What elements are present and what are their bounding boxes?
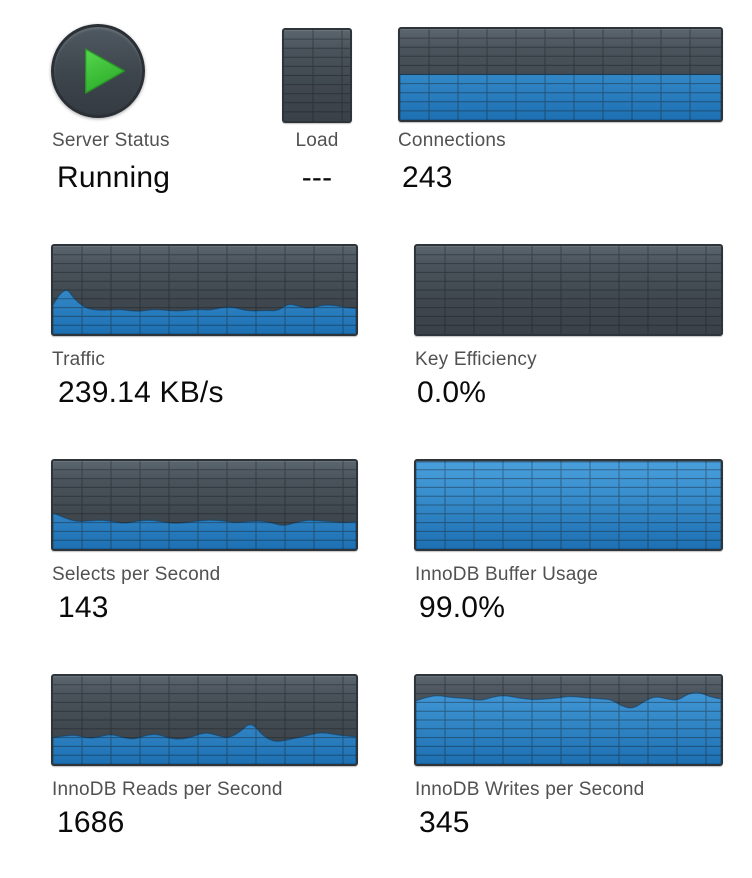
load-value: --- [301,161,333,194]
server-status-label: Server Status [52,130,170,151]
server-status-value: Running [57,161,171,194]
innodb-writes-value: 345 [419,806,470,839]
selects-per-second-chart [51,459,358,551]
play-icon [85,48,126,94]
connections-value: 243 [402,161,453,194]
innodb-reads-chart [51,674,358,766]
key-efficiency-label: Key Efficiency [415,349,537,370]
innodb-buffer-usage-label: InnoDB Buffer Usage [415,564,599,585]
traffic-value: 239.14 KB/s [58,376,224,409]
selects-per-second-label: Selects per Second [52,564,221,585]
innodb-writes-label: InnoDB Writes per Second [415,779,645,800]
load-label: Load [295,130,339,151]
key-efficiency-chart [414,244,723,336]
connections-chart [398,27,723,122]
key-efficiency-value: 0.0% [417,376,487,409]
innodb-writes-chart [414,674,723,766]
innodb-buffer-usage-chart [414,459,723,551]
innodb-buffer-usage-value: 99.0% [419,591,506,624]
connections-label: Connections [398,130,506,151]
innodb-reads-label: InnoDB Reads per Second [52,779,283,800]
server-status-icon [51,24,145,118]
load-gauge [282,28,352,123]
innodb-reads-value: 1686 [57,806,125,839]
selects-per-second-value: 143 [58,591,109,624]
traffic-chart [51,244,358,336]
traffic-label: Traffic [52,349,106,370]
